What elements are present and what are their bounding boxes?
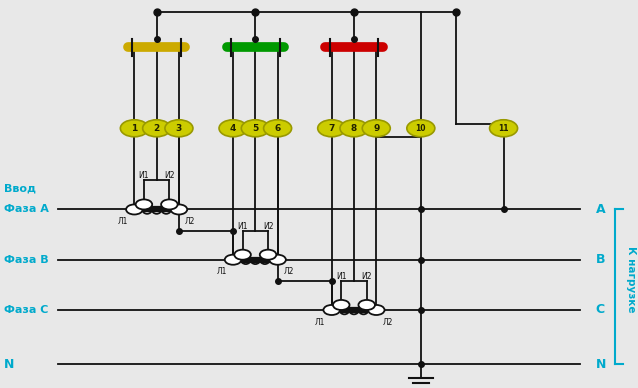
Circle shape xyxy=(143,120,170,137)
Circle shape xyxy=(323,305,340,315)
Text: А: А xyxy=(596,203,605,216)
Circle shape xyxy=(318,120,346,137)
Text: И2: И2 xyxy=(164,171,175,180)
Circle shape xyxy=(269,255,286,265)
Text: 4: 4 xyxy=(230,124,236,133)
Text: С: С xyxy=(596,303,605,317)
Circle shape xyxy=(362,120,390,137)
Circle shape xyxy=(368,305,385,315)
Circle shape xyxy=(263,120,292,137)
Circle shape xyxy=(489,120,517,137)
Text: Ввод: Ввод xyxy=(4,183,36,193)
Circle shape xyxy=(340,120,368,137)
Circle shape xyxy=(234,249,251,260)
Text: Л1: Л1 xyxy=(118,217,128,226)
Text: 6: 6 xyxy=(274,124,281,133)
Text: И2: И2 xyxy=(362,272,372,281)
Text: Фаза А: Фаза А xyxy=(4,204,48,215)
Text: N: N xyxy=(4,358,14,371)
Text: 8: 8 xyxy=(351,124,357,133)
Text: Фаза С: Фаза С xyxy=(4,305,48,315)
Text: Фаза В: Фаза В xyxy=(4,255,48,265)
Text: 5: 5 xyxy=(252,124,258,133)
Circle shape xyxy=(219,120,247,137)
Circle shape xyxy=(170,204,187,215)
Text: Л2: Л2 xyxy=(185,217,196,226)
Text: 2: 2 xyxy=(154,124,160,133)
Circle shape xyxy=(165,120,193,137)
Circle shape xyxy=(260,249,276,260)
Text: 9: 9 xyxy=(373,124,380,133)
Text: И1: И1 xyxy=(237,222,248,231)
Text: И2: И2 xyxy=(263,222,273,231)
Circle shape xyxy=(126,204,143,215)
Circle shape xyxy=(333,300,350,310)
Circle shape xyxy=(136,199,152,210)
Text: Л2: Л2 xyxy=(383,318,393,327)
Text: Л1: Л1 xyxy=(315,318,325,327)
Circle shape xyxy=(225,255,241,265)
Text: 1: 1 xyxy=(131,124,138,133)
Text: Л1: Л1 xyxy=(216,267,226,277)
Text: 7: 7 xyxy=(329,124,335,133)
Text: И1: И1 xyxy=(138,171,149,180)
Text: 11: 11 xyxy=(498,124,509,133)
Circle shape xyxy=(359,300,375,310)
Text: 10: 10 xyxy=(415,124,426,133)
Text: 3: 3 xyxy=(176,124,182,133)
Text: В: В xyxy=(596,253,605,266)
Circle shape xyxy=(121,120,149,137)
Circle shape xyxy=(407,120,435,137)
Circle shape xyxy=(241,120,269,137)
Text: N: N xyxy=(596,358,606,371)
Text: И1: И1 xyxy=(336,272,346,281)
Text: К нагрузке: К нагрузке xyxy=(626,246,636,312)
Text: Л2: Л2 xyxy=(284,267,294,277)
Circle shape xyxy=(161,199,177,210)
